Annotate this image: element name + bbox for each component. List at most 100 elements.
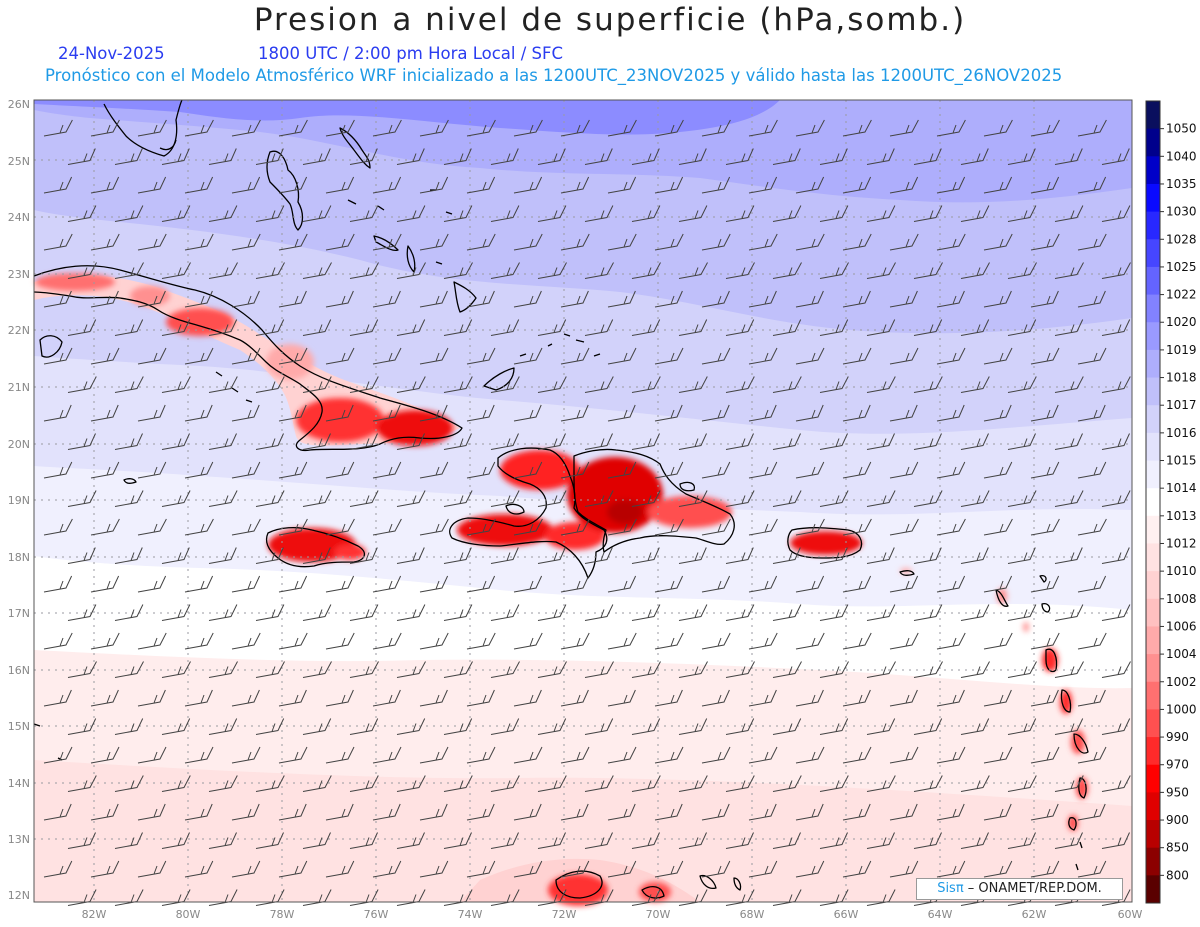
wind-barb bbox=[960, 262, 990, 279]
wind-barb bbox=[913, 718, 943, 735]
wind-barb bbox=[372, 119, 402, 137]
wind-barb bbox=[466, 290, 495, 308]
wind-barb bbox=[983, 689, 1012, 707]
wind-barb bbox=[795, 347, 825, 365]
svg-text:60W: 60W bbox=[1118, 908, 1143, 921]
wind-barb bbox=[1007, 832, 1036, 849]
wind-barb bbox=[208, 376, 238, 393]
wind-barb bbox=[137, 347, 167, 365]
wind-barb bbox=[1101, 490, 1131, 507]
colorbar-swatch bbox=[1146, 183, 1160, 213]
wind-barb bbox=[819, 718, 849, 735]
wind-barb bbox=[278, 119, 308, 137]
wind-barb bbox=[349, 832, 378, 849]
wind-barb bbox=[137, 860, 167, 878]
colorbar-label: 900 bbox=[1166, 813, 1189, 827]
wind-barb bbox=[67, 547, 96, 564]
wind-barb bbox=[748, 290, 777, 308]
wind-barb bbox=[208, 775, 238, 792]
colorbar-label: 970 bbox=[1166, 758, 1189, 772]
wind-barb bbox=[419, 290, 448, 308]
wind-barb bbox=[302, 319, 332, 336]
colorbar-label: 1040 bbox=[1166, 149, 1197, 163]
land-low-pressure bbox=[34, 273, 1088, 906]
pressure-colorbar: 1050 1040 1035 1030 1028 1025 1022 1020 1019 1018… bbox=[1145, 100, 1197, 904]
wind-barb bbox=[866, 775, 896, 792]
wind-barb bbox=[90, 176, 120, 194]
colorbar-label: 800 bbox=[1166, 868, 1189, 882]
wind-barb bbox=[1007, 148, 1036, 165]
wind-barb bbox=[1030, 461, 1060, 479]
wind-barb bbox=[349, 490, 379, 507]
wind-barb bbox=[607, 803, 636, 821]
wind-barb bbox=[701, 632, 731, 650]
colorbar-label: 1016 bbox=[1166, 426, 1197, 440]
wind-barb bbox=[419, 689, 448, 707]
wind-barb bbox=[819, 490, 849, 507]
wind-barb bbox=[654, 347, 684, 365]
svg-text:16N: 16N bbox=[8, 664, 30, 677]
wind-barb bbox=[466, 347, 496, 365]
wind-barb bbox=[161, 319, 191, 336]
wind-barb bbox=[631, 319, 661, 336]
wind-barb bbox=[466, 233, 496, 251]
wind-barb bbox=[396, 205, 426, 222]
wind-barb bbox=[184, 803, 213, 821]
wind-barb bbox=[466, 176, 496, 194]
wind-barb bbox=[302, 205, 332, 222]
wind-barb bbox=[795, 746, 825, 764]
wind-barb bbox=[866, 718, 896, 735]
wind-barb bbox=[748, 176, 778, 194]
wind-barb bbox=[1030, 176, 1060, 194]
wind-barb bbox=[983, 347, 1013, 365]
colorbar-label: 950 bbox=[1166, 785, 1189, 799]
colorbar-label: 1008 bbox=[1166, 592, 1197, 606]
wind-barb bbox=[584, 376, 614, 393]
wind-barb bbox=[866, 832, 895, 849]
wind-barb bbox=[1077, 860, 1107, 878]
wind-barb bbox=[560, 461, 590, 479]
svg-text:21N: 21N bbox=[8, 381, 30, 394]
wind-barb bbox=[302, 718, 332, 735]
wind-barb bbox=[960, 490, 990, 507]
svg-text:25N: 25N bbox=[8, 155, 30, 168]
wind-barb bbox=[560, 689, 589, 707]
wind-barb bbox=[137, 689, 166, 707]
wind-barb bbox=[443, 205, 473, 222]
svg-text:74W: 74W bbox=[458, 908, 483, 921]
wind-barb bbox=[302, 547, 331, 564]
wind-barb bbox=[631, 604, 661, 621]
wind-barb bbox=[772, 661, 802, 678]
colorbar-swatch bbox=[1146, 488, 1160, 517]
wind-barb bbox=[678, 319, 708, 336]
wind-barb bbox=[1030, 575, 1060, 593]
wind-barb bbox=[90, 575, 120, 593]
wind-barb bbox=[255, 148, 284, 165]
wind-barb bbox=[795, 233, 825, 251]
wind-barb bbox=[278, 347, 308, 365]
wind-barb bbox=[1101, 262, 1131, 279]
wind-barb bbox=[842, 632, 872, 650]
wind-barb bbox=[302, 490, 332, 507]
wind-barb bbox=[725, 547, 754, 564]
wind-barb bbox=[396, 376, 426, 393]
wind-barb bbox=[537, 661, 567, 678]
wind-barb bbox=[255, 661, 285, 678]
wind-barb bbox=[184, 119, 214, 137]
colorbar-label: 1028 bbox=[1166, 232, 1197, 246]
wind-barb bbox=[1077, 575, 1107, 593]
wind-barb bbox=[231, 404, 260, 422]
wind-barb bbox=[90, 119, 120, 137]
wind-barb bbox=[795, 632, 825, 650]
colorbar-swatch bbox=[1146, 349, 1160, 379]
wind-barb bbox=[983, 518, 1013, 536]
wind-barb bbox=[231, 290, 260, 308]
wind-barb bbox=[161, 661, 191, 678]
wind-barb bbox=[537, 205, 567, 222]
wind-barb bbox=[701, 518, 731, 536]
svg-text:24N: 24N bbox=[8, 211, 30, 224]
wind-barb bbox=[419, 347, 449, 365]
wind-barb bbox=[1077, 803, 1106, 821]
wind-barb bbox=[960, 661, 990, 678]
wind-barb bbox=[137, 233, 167, 251]
